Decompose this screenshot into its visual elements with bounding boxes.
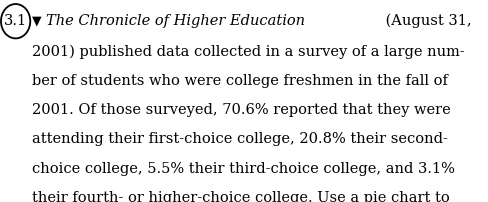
Text: 2001. Of those surveyed, 70.6% reported that they were: 2001. Of those surveyed, 70.6% reported … xyxy=(32,103,450,117)
Text: 3.1: 3.1 xyxy=(4,14,27,28)
Text: ▼: ▼ xyxy=(32,15,41,28)
Text: ber of students who were college freshmen in the fall of: ber of students who were college freshme… xyxy=(32,74,447,88)
Text: 2001) published data collected in a survey of a large num-: 2001) published data collected in a surv… xyxy=(32,44,465,59)
Text: their fourth- or higher-choice college. Use a pie chart to: their fourth- or higher-choice college. … xyxy=(32,191,449,202)
Text: choice college, 5.5% their third-choice college, and 3.1%: choice college, 5.5% their third-choice … xyxy=(32,162,455,176)
Text: attending their first-choice college, 20.8% their second-: attending their first-choice college, 20… xyxy=(32,132,447,146)
Text: (August 31,: (August 31, xyxy=(381,14,471,28)
Text: The Chronicle of Higher Education: The Chronicle of Higher Education xyxy=(46,14,305,28)
